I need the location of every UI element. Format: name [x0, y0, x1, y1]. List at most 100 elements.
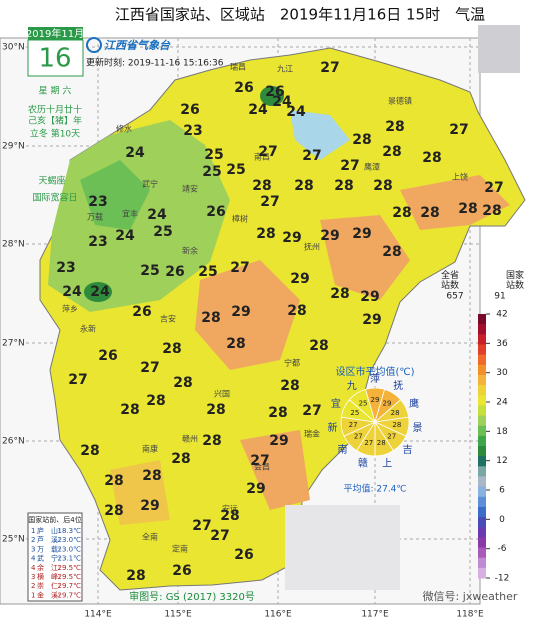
station-value: 28	[382, 144, 401, 160]
title: 江西省国家站、区域站 2019年11月16日 15时 气温	[115, 6, 485, 24]
ranking-rank: 3	[31, 545, 35, 553]
pie-city: 抚	[393, 380, 403, 392]
station-value: 29	[140, 498, 159, 514]
station-value: 24	[115, 228, 135, 244]
ranking-value: 29.7℃	[58, 591, 82, 599]
festival: 国际宽容日	[32, 192, 77, 204]
legend-tick-label: 30	[496, 368, 508, 378]
station-value: 28	[422, 150, 441, 166]
ranking-value: 23.1℃	[58, 555, 82, 563]
station-value: 27	[192, 518, 211, 534]
ranking-station: 崇 仁:	[37, 581, 60, 590]
station-value: 27	[340, 158, 359, 174]
station-value: 27	[140, 360, 159, 376]
ranking-value: 29.5℃	[58, 573, 82, 581]
ranking-station: 庐 山:	[37, 526, 60, 535]
station-value: 26	[172, 563, 191, 579]
place-name: 南康	[142, 444, 158, 454]
legend-swatch	[478, 324, 486, 335]
station-value: 28	[252, 178, 271, 194]
longitude-label: 115°E	[164, 610, 192, 620]
cool-region	[80, 160, 150, 230]
station-value: 24	[125, 145, 145, 161]
pie-average: 平均值: 27.4℃	[343, 483, 406, 495]
legend-swatch	[478, 486, 486, 498]
legend-swatch	[478, 334, 486, 345]
station-value: 26	[165, 264, 184, 280]
legend-swatch	[478, 374, 486, 386]
ranking-station: 武 宁:	[37, 554, 60, 563]
latitude-label: 30°N	[2, 43, 25, 53]
pie-value: 27	[354, 432, 363, 440]
legend-swatch	[478, 547, 486, 559]
place-name: 九江	[277, 65, 293, 74]
ranking-box	[27, 512, 83, 602]
station-value: 29	[290, 271, 309, 287]
place-name: 万载	[87, 212, 103, 222]
warm-region	[110, 460, 170, 525]
legend-swatch	[478, 527, 486, 538]
legend-swatch	[478, 425, 486, 437]
station-value: 29	[282, 230, 301, 246]
place-name: 永新	[80, 324, 96, 334]
blurred-qr	[478, 25, 520, 73]
calendar-day: 16	[38, 44, 71, 74]
legend-left-title: 全省站数	[441, 269, 459, 291]
legend-tick-label: 18	[496, 427, 508, 437]
longitude-label: 117°E	[361, 610, 389, 620]
cold-spot	[84, 282, 112, 302]
place-name: 景德镇	[388, 96, 412, 106]
legend-swatch	[478, 435, 486, 447]
lunar-date: 农历十月廿十	[28, 104, 82, 116]
place-name: 定南	[172, 544, 188, 554]
pie-city: 吉	[402, 444, 412, 456]
legend-swatch	[478, 496, 486, 508]
cool-region	[48, 120, 230, 312]
station-value: 24	[248, 102, 268, 118]
place-name: 瑞昌	[230, 62, 246, 72]
place-name: 吉安	[160, 314, 176, 324]
legend-swatch	[478, 344, 486, 356]
place-name: 武宁	[142, 179, 158, 189]
ranking-station: 余 江:	[37, 563, 60, 572]
latitude-label: 25°N	[2, 535, 25, 545]
pie-city: 新	[327, 421, 337, 434]
logo-icon	[86, 37, 102, 53]
pie-value: 27	[387, 432, 396, 440]
cold-spot	[260, 86, 284, 106]
ranking-station: 横 峰:	[37, 572, 60, 581]
station-value: 28	[220, 508, 239, 524]
lake	[290, 110, 350, 160]
place-name: 宜丰	[122, 209, 138, 219]
legend-swatch	[478, 537, 486, 549]
station-value: 28	[201, 310, 220, 326]
longitude-label: 116°E	[264, 610, 292, 620]
calendar-month: 2019年11月	[26, 27, 84, 40]
station-value: 29	[352, 226, 371, 242]
station-value: 28	[256, 226, 275, 242]
place-name: 全南	[142, 532, 158, 542]
station-value: 24	[272, 94, 292, 110]
station-value: 23	[88, 234, 107, 250]
longitude-label: 118°E	[456, 610, 484, 620]
legend-swatch	[478, 385, 486, 396]
station-value: 25	[140, 263, 159, 279]
warm-region	[400, 175, 510, 230]
station-value: 28	[126, 568, 145, 584]
place-name: 靖安	[182, 184, 198, 194]
station-value: 29	[320, 228, 339, 244]
station-value: 26	[132, 304, 151, 320]
legend-tick-label: 0	[499, 515, 505, 525]
station-value: 28	[226, 336, 245, 352]
legend-swatch	[478, 446, 486, 457]
station-value: 26	[265, 84, 284, 100]
pie-city: 萍	[370, 373, 380, 385]
station-value: 28	[268, 405, 287, 421]
station-value: 25	[153, 224, 172, 240]
station-value: 27	[484, 180, 503, 196]
longitude-label: 114°E	[84, 610, 112, 620]
station-value: 29	[231, 304, 250, 320]
